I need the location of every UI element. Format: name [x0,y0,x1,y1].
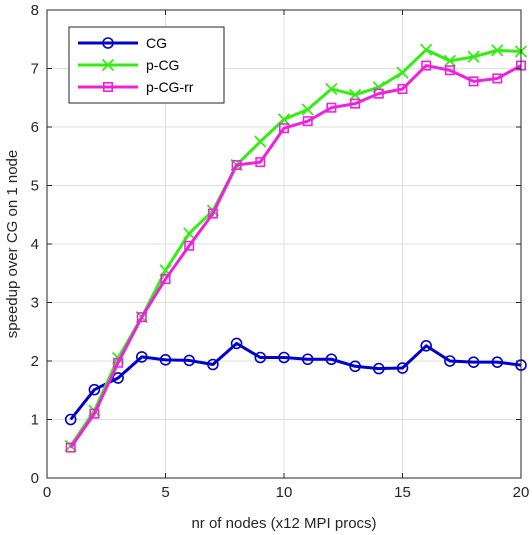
legend-label-p-cg: p-CG [146,57,179,73]
data-point-p-cg-rr [89,408,100,419]
data-point-p-cg-rr [136,312,147,323]
data-point-cg [349,360,361,373]
series-layer [64,43,528,453]
data-point-cg [207,358,219,371]
legend: CG p-CG p-CG-rr [68,26,225,104]
data-point-p-cg-rr [373,88,384,99]
y-tick-label: 0 [31,470,39,487]
y-tick-label: 2 [31,353,39,370]
data-point-cg [491,356,504,368]
data-point-p-cg [396,66,409,79]
y-tick-label: 7 [31,61,39,78]
x-tick-labels: 0 5 10 15 20 [43,484,530,501]
x-tick-label: 15 [394,484,411,501]
data-point-cg [254,351,267,364]
legend-marker-cg [102,37,114,49]
data-point-p-cg-rr [255,157,266,168]
x-tick-label: 10 [276,484,293,501]
grid-lines [47,10,521,478]
y-tick-label: 3 [31,295,39,312]
data-point-p-cg [467,50,480,63]
data-point-p-cg [277,113,291,126]
data-point-p-cg-rr [421,60,432,71]
data-point-cg [467,356,480,368]
data-point-p-cg-rr [184,240,195,251]
y-axis-label: speedup over CG on 1 node [4,150,21,338]
data-point-p-cg-rr [207,208,218,219]
data-point-cg [159,354,172,366]
data-point-cg [230,337,243,350]
data-point-p-cg-rr [65,442,76,453]
legend-label-cg: CG [146,35,167,51]
legend-label-p-cg-rr: p-CG-rr [146,79,194,95]
data-point-cg [112,372,124,384]
data-point-p-cg [183,227,196,240]
x-tick-label: 0 [43,484,51,501]
data-point-p-cg-rr [278,123,289,134]
data-point-p-cg-rr [326,102,337,113]
series-cg [64,337,527,426]
legend-marker-p-cg-rr [103,82,114,93]
data-point-cg [183,354,195,367]
data-point-p-cg-rr [468,76,479,87]
data-point-p-cg-rr [302,116,313,127]
tick-marks [46,9,522,479]
x-tick-label: 20 [513,484,530,501]
y-tick-label: 6 [31,119,39,136]
data-point-p-cg-rr [350,98,361,109]
y-tick-label: 4 [31,236,39,253]
data-point-p-cg [491,44,504,57]
data-point-p-cg-rr [113,357,124,368]
data-point-p-cg [420,43,433,56]
data-point-cg [325,353,338,366]
data-point-cg [372,362,385,375]
data-point-p-cg [443,54,457,68]
data-point-p-cg-rr [160,274,171,285]
x-axis-label: nr of nodes (x12 MPI procs) [191,515,376,532]
data-point-p-cg-rr [492,73,503,84]
y-tick-label: 1 [31,412,39,429]
y-tick-label: 8 [31,2,39,19]
data-point-p-cg-rr [397,83,408,94]
data-point-cg [444,355,456,367]
legend-item-p-cg: p-CG [78,57,179,73]
data-point-cg [136,351,148,363]
legend-item-p-cg-rr: p-CG-rr [78,79,194,95]
data-point-p-cg [301,103,314,116]
series-p-cg-rr [65,60,526,453]
y-tick-label: 5 [31,178,39,195]
legend-item-cg: CG [78,35,167,51]
data-point-p-cg [348,88,362,101]
data-point-cg [396,362,409,374]
data-point-p-cg-rr [231,160,242,171]
data-point-p-cg [325,82,338,96]
data-point-cg [278,351,290,364]
data-point-cg [301,353,314,366]
y-tick-labels: 0 1 2 3 4 5 6 7 8 [31,2,39,487]
data-point-p-cg-rr [444,65,455,76]
data-point-cg [88,383,101,396]
x-tick-label: 5 [161,484,169,501]
data-point-cg [64,413,77,426]
data-point-p-cg [254,135,267,148]
legend-marker-p-cg [101,58,115,72]
data-point-cg [420,339,433,352]
